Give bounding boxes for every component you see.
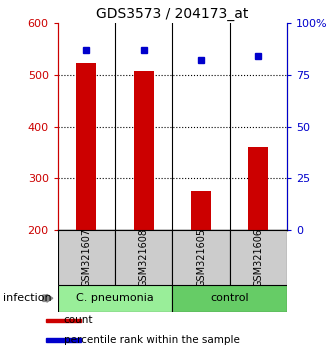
Bar (248, 147, 269, 230)
Bar (173, 285, 287, 312)
Bar (58, 230, 115, 285)
Bar (47, 338, 81, 342)
Bar (134, 71, 154, 230)
Bar (173, 230, 230, 285)
Bar (76, 63, 96, 230)
Text: GSM321607: GSM321607 (82, 228, 91, 287)
Text: percentile rank within the sample: percentile rank within the sample (64, 335, 240, 345)
Text: infection: infection (3, 293, 52, 303)
Bar (58, 285, 173, 312)
Title: GDS3573 / 204173_at: GDS3573 / 204173_at (96, 7, 248, 21)
Text: GSM321605: GSM321605 (196, 228, 206, 287)
Bar (191, 191, 211, 230)
Text: C. pneumonia: C. pneumonia (76, 293, 154, 303)
Text: count: count (64, 315, 93, 325)
Text: control: control (211, 293, 249, 303)
Text: GSM321608: GSM321608 (139, 228, 149, 287)
Bar (47, 319, 81, 322)
Bar (230, 230, 287, 285)
Text: GSM321606: GSM321606 (253, 228, 263, 287)
Bar (115, 230, 173, 285)
